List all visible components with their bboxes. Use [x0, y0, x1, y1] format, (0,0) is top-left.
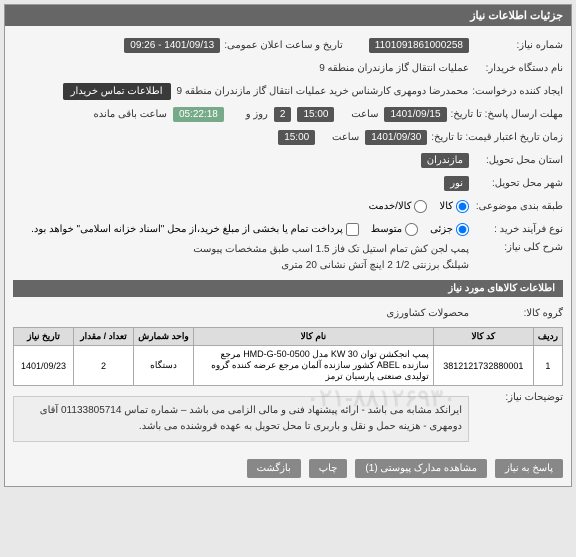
public-date-value: 1401/09/13 - 09:26	[124, 38, 220, 53]
col-name: نام کالا	[194, 328, 434, 346]
need-desc-line2: شیلنگ برزنتی 1/2 2 اینچ آتش نشانی 20 متر…	[193, 258, 469, 274]
city-label: شهر محل تحویل:	[473, 178, 563, 189]
col-code: کد کالا	[433, 328, 533, 346]
back-button[interactable]: بازگشت	[247, 459, 301, 478]
note-label: توضیحات نیاز:	[473, 392, 563, 403]
creator-label: ایجاد کننده درخواست:	[472, 86, 563, 97]
days-remaining: 2	[274, 107, 292, 122]
process-label: نوع فرآیند خرید :	[473, 224, 563, 235]
deadline-hour: 15:00	[297, 107, 334, 122]
deadline-label: مهلت ارسال پاسخ: تا تاریخ:	[451, 109, 563, 120]
group-label: گروه کالا:	[473, 308, 563, 319]
process-medium-option[interactable]: متوسط	[371, 223, 418, 236]
table-header-row: ردیف کد کالا نام کالا واحد شمارش تعداد /…	[14, 328, 563, 346]
process-partial-option[interactable]: جزئی	[430, 223, 469, 236]
validity-hour: 15:00	[278, 130, 315, 145]
cell-code: 3812121732880001	[433, 346, 533, 386]
class-label: طبقه بندی موضوعی:	[473, 201, 563, 212]
col-qty: تعداد / مقدار	[74, 328, 134, 346]
class-goods-radio[interactable]	[456, 200, 469, 213]
col-date: تاریخ نیاز	[14, 328, 74, 346]
reply-button[interactable]: پاسخ به نیاز	[495, 459, 563, 478]
need-desc-label: شرح کلی نیاز:	[473, 242, 563, 253]
time-remaining: 05:22:18	[173, 107, 224, 122]
payment-note: پرداخت تمام یا بخشی از مبلغ خرید،از محل …	[31, 224, 343, 235]
buyer-value: عملیات انتقال گاز مازندران منطقه 9	[319, 63, 469, 74]
remain-label: ساعت باقی مانده	[94, 109, 167, 120]
need-no-value: 1101091861000258	[369, 38, 469, 53]
note-text: ایرانکد مشابه می باشد - ارائه پیشنهاد فن…	[13, 396, 469, 442]
attachments-button[interactable]: مشاهده مدارک پیوستی (1)	[355, 459, 487, 478]
city-value: نور	[444, 176, 469, 191]
payment-checkbox[interactable]	[346, 223, 359, 236]
validity-hour-label: ساعت	[319, 132, 359, 143]
need-desc-box: پمپ لجن کش تمام استیل تک فاز 1.5 اسب طبق…	[193, 242, 469, 274]
print-button[interactable]: چاپ	[309, 459, 348, 478]
class-goods-option[interactable]: کالا	[439, 200, 469, 213]
table-row[interactable]: 1 3812121732880001 پمپ انجکشن توان KW 30…	[14, 346, 563, 386]
cell-qty: 2	[74, 346, 134, 386]
process-medium-radio[interactable]	[405, 223, 418, 236]
col-row-no: ردیف	[533, 328, 562, 346]
footer-buttons: پاسخ به نیاز مشاهده مدارک پیوستی (1) چاپ…	[5, 451, 571, 486]
creator-value: محمدرضا دومهری کارشناس خرید عملیات انتقا…	[177, 86, 469, 97]
class-service-radio[interactable]	[414, 200, 427, 213]
cell-date: 1401/09/23	[14, 346, 74, 386]
deadline-date: 1401/09/15	[384, 107, 446, 122]
cell-name: پمپ انجکشن توان KW 30 مدل HMD-G-50-0500 …	[194, 346, 434, 386]
process-radio-group: جزئی متوسط	[371, 223, 469, 236]
public-date-label: تاریخ و ساعت اعلان عمومی:	[224, 40, 343, 51]
day-label: روز و	[228, 109, 268, 120]
cell-row-no: 1	[533, 346, 562, 386]
main-panel: جزئیات اطلاعات نیاز شماره نیاز: 11010918…	[4, 4, 572, 487]
col-unit: واحد شمارش	[134, 328, 194, 346]
contact-buyer-button[interactable]: اطلاعات تماس خریدار	[63, 83, 171, 100]
need-no-label: شماره نیاز:	[473, 40, 563, 51]
group-value: محصولات کشاورزی	[386, 308, 469, 319]
goods-table: ردیف کد کالا نام کالا واحد شمارش تعداد /…	[13, 327, 563, 386]
province-label: استان محل تحویل:	[473, 155, 563, 166]
process-partial-radio[interactable]	[456, 223, 469, 236]
province-value: مازندران	[421, 153, 469, 168]
goods-section-header: اطلاعات کالاهای مورد نیاز	[13, 280, 563, 297]
validity-date: 1401/09/30	[365, 130, 427, 145]
payment-note-check: پرداخت تمام یا بخشی از مبلغ خرید،از محل …	[31, 223, 359, 236]
need-desc-line1: پمپ لجن کش تمام استیل تک فاز 1.5 اسب طبق…	[193, 242, 469, 258]
class-radio-group: کالا کالا/خدمت	[369, 200, 469, 213]
class-service-option[interactable]: کالا/خدمت	[369, 200, 428, 213]
validity-label: زمان تاریخ اعتبار قیمت: تا تاریخ:	[431, 132, 563, 143]
cell-unit: دستگاه	[134, 346, 194, 386]
buyer-label: نام دستگاه خریدار:	[473, 63, 563, 74]
hour-label: ساعت	[338, 109, 378, 120]
panel-header: جزئیات اطلاعات نیاز	[5, 5, 571, 26]
